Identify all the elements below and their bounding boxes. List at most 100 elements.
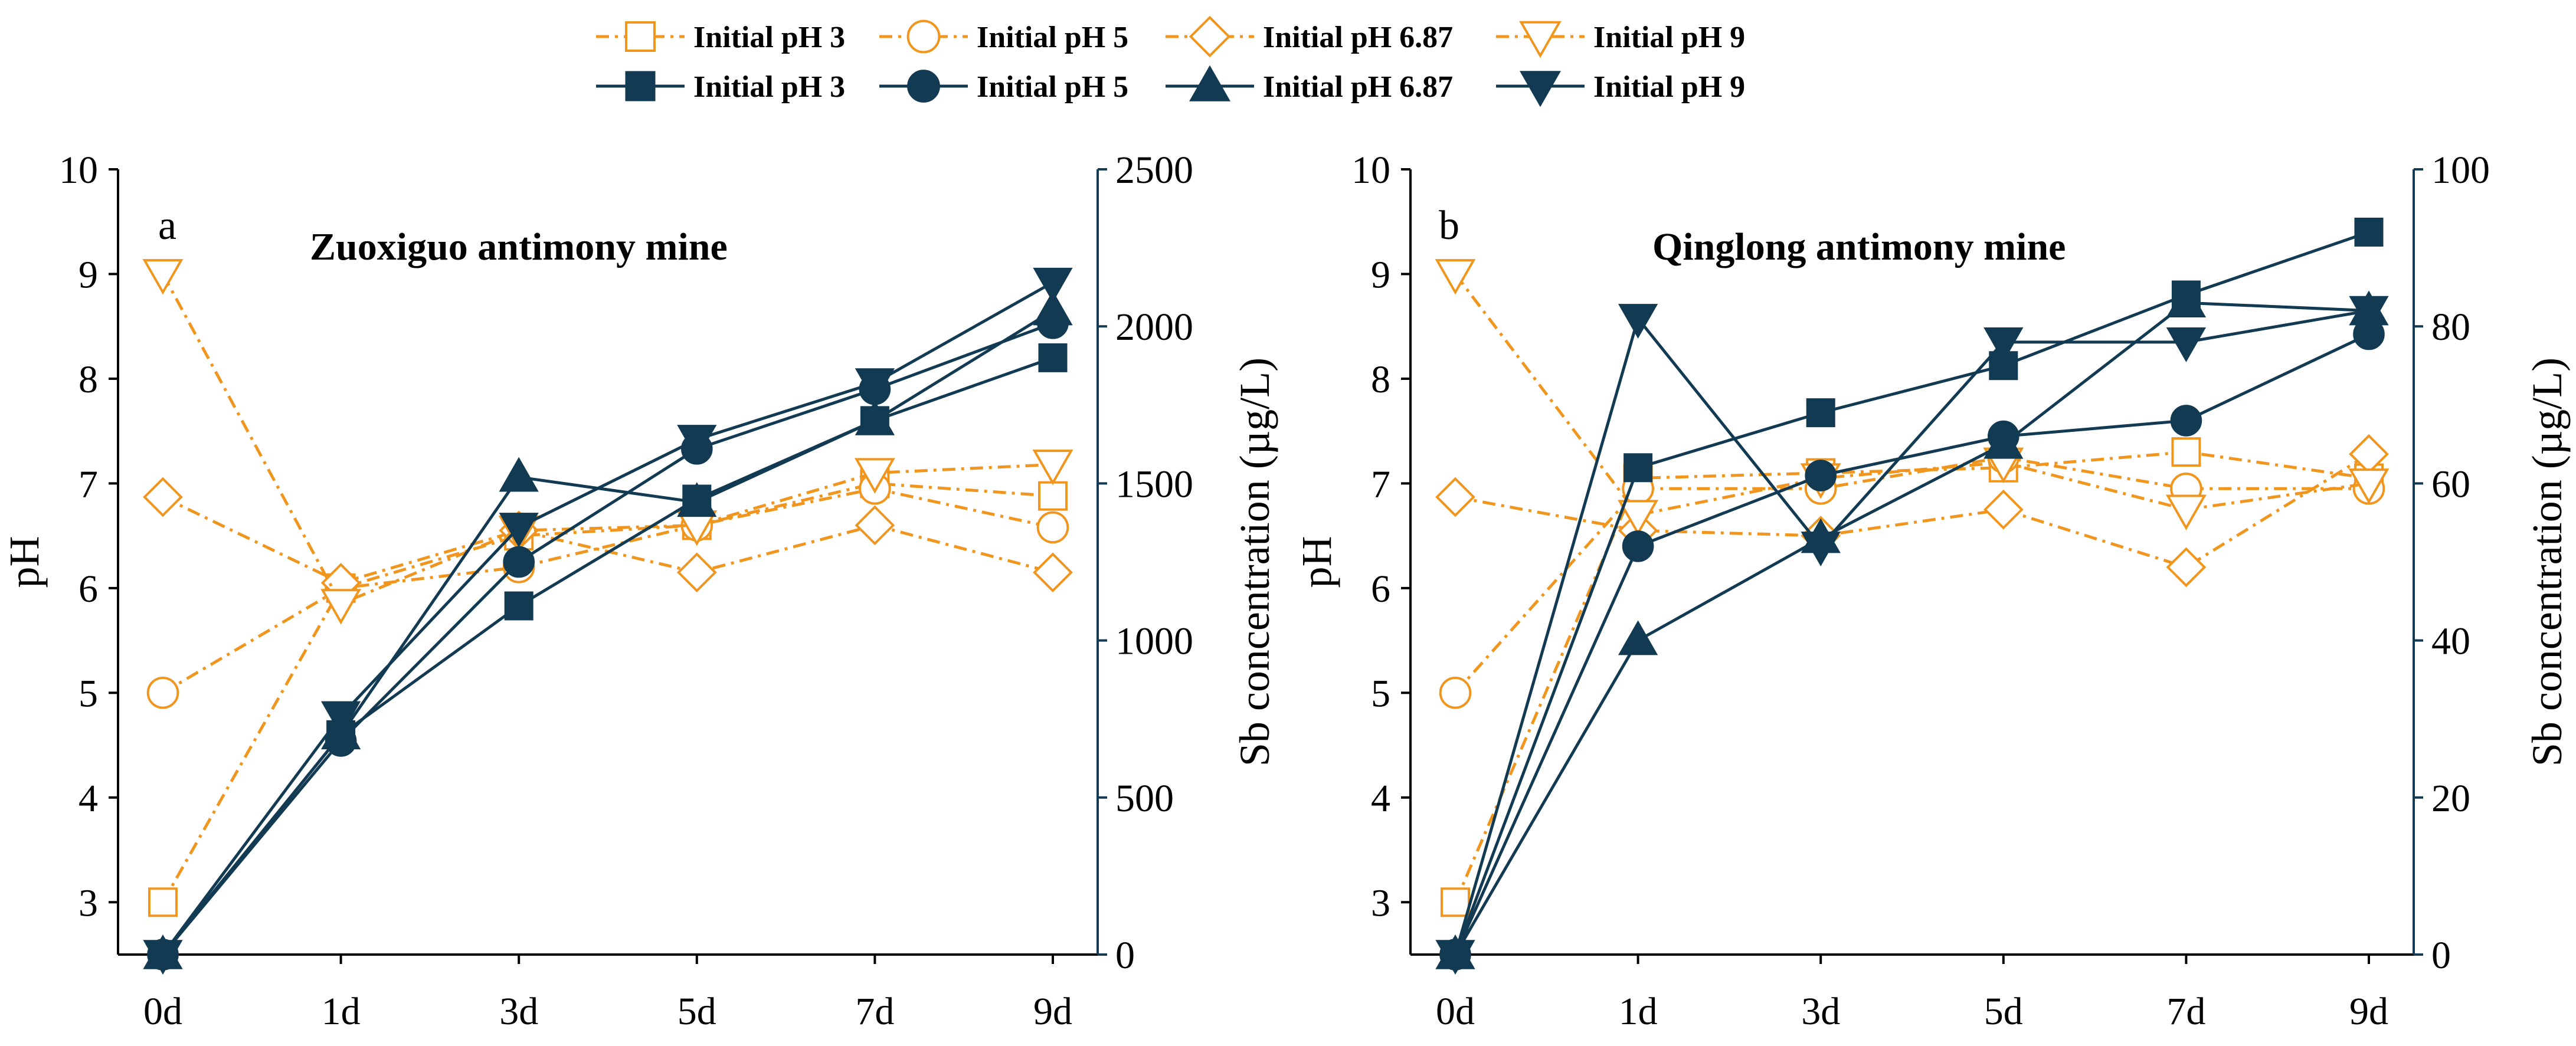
- data-point: [677, 482, 717, 517]
- data-point: [1036, 511, 1069, 544]
- data-point: [1618, 500, 1659, 536]
- series-sb-triangle-down: [143, 267, 1073, 975]
- data-point: [855, 505, 895, 546]
- series-line: [162, 309, 1054, 956]
- data-point: [1806, 398, 1835, 428]
- series-sb-circle: [1439, 318, 2385, 970]
- data-point: [1038, 343, 1068, 372]
- data-point: [1033, 552, 1073, 593]
- data-point: [499, 513, 539, 548]
- data-point: [320, 701, 361, 736]
- y-right-tick-label: 500: [1115, 777, 1174, 820]
- series-line: [1454, 450, 2369, 903]
- y-right-title: Sb concentration (µg/L): [2523, 358, 2571, 766]
- data-point: [2166, 283, 2207, 318]
- series-ph-triangle-down: [1435, 259, 2390, 536]
- y-left-tick-label: 3: [1371, 881, 1390, 924]
- y-left-tick-label: 10: [59, 149, 98, 192]
- series-ph-triangle-down: [142, 259, 1073, 625]
- legend-marker: [1519, 21, 1562, 58]
- legend-label: Initial pH 6.87: [1263, 21, 1453, 54]
- y-left-tick-label: 9: [78, 253, 98, 296]
- y-left-tick-label: 8: [78, 358, 98, 401]
- series-line: [1454, 301, 2369, 956]
- y-right-tick-label: 40: [2431, 620, 2470, 663]
- data-point: [1983, 327, 2024, 362]
- series-line: [162, 487, 1053, 694]
- series-ph-diamond: [1435, 434, 2389, 588]
- series-ph-square: [148, 468, 1068, 917]
- data-point: [1805, 460, 1837, 491]
- data-point: [1435, 259, 1476, 295]
- legend-label: Initial pH 5: [977, 70, 1128, 104]
- y-left-tick-label: 10: [1351, 149, 1390, 192]
- x-tick-label: 0d: [143, 990, 182, 1033]
- data-point: [2171, 437, 2201, 467]
- data-point: [1038, 481, 1068, 511]
- y-left-title: pH: [1293, 536, 1340, 588]
- series-line: [162, 322, 1053, 956]
- data-point: [148, 887, 178, 917]
- y-right-tick-label: 60: [2431, 463, 2470, 506]
- data-point: [676, 552, 717, 593]
- series-line: [1454, 455, 2369, 694]
- data-point: [143, 477, 183, 517]
- data-point: [146, 677, 179, 709]
- data-point: [1033, 290, 1073, 326]
- series-line: [1454, 273, 2369, 517]
- legend-marker: [906, 19, 941, 54]
- series-line: [1454, 333, 2370, 956]
- y-left-tick-label: 4: [1371, 777, 1390, 820]
- legend-marker: [625, 71, 656, 101]
- data-point: [143, 940, 183, 975]
- series-sb-square: [1441, 217, 2384, 969]
- data-point: [2166, 547, 2207, 588]
- data-point: [1618, 620, 1658, 655]
- legend-marker: [625, 21, 656, 52]
- y-right-tick-label: 20: [2431, 777, 2470, 820]
- y-left-tick-label: 8: [1371, 358, 1390, 401]
- data-point: [1439, 677, 1472, 709]
- series-line: [1455, 452, 2370, 569]
- series-line: [161, 281, 1054, 956]
- x-tick-label: 1d: [1619, 990, 1658, 1033]
- y-right-tick-label: 0: [1115, 934, 1135, 977]
- y-left-tick-label: 7: [1371, 463, 1390, 506]
- panel-letter: a: [158, 203, 176, 248]
- y-right-tick-label: 1500: [1115, 463, 1193, 506]
- data-point: [1983, 489, 2024, 530]
- x-tick-label: 7d: [2166, 990, 2205, 1033]
- y-left-tick-label: 5: [1371, 672, 1390, 715]
- series-sb-triangle-down: [1435, 296, 2389, 975]
- data-point: [504, 591, 533, 621]
- x-tick-label: 3d: [499, 990, 538, 1033]
- data-point: [1801, 532, 1841, 566]
- legend-marker: [1520, 71, 1561, 107]
- data-point: [1623, 453, 1653, 483]
- data-point: [1033, 267, 1073, 303]
- series-line: [162, 356, 1053, 956]
- legend: Initial pH 3 Initial pH 5 Initial pH 6.87 I…: [596, 15, 1745, 107]
- y-left-tick-label: 6: [1371, 568, 1390, 611]
- data-point: [320, 589, 362, 625]
- series-line: [1454, 231, 2369, 955]
- data-point: [2165, 494, 2207, 530]
- panel-title: Zuoxiguo antimony mine: [310, 225, 728, 268]
- data-point: [854, 458, 895, 494]
- legend-label: Initial pH 9: [1593, 70, 1745, 104]
- chart-panel-a: 3 4 5 6 7 8 9 10 0 500 1000 1500 2000 2500 0d 1d 3d 5d 7d 9…: [1, 149, 1278, 1033]
- legend-marker: [1189, 15, 1231, 58]
- x-tick-label: 7d: [855, 990, 894, 1033]
- data-point: [855, 400, 895, 435]
- series-sb-triangle-up: [143, 290, 1073, 969]
- y-right-tick-label: 100: [2431, 149, 2490, 192]
- x-tick-label: 0d: [1436, 990, 1475, 1033]
- legend-label: Initial pH 5: [977, 21, 1128, 54]
- series-ph-circle: [146, 472, 1069, 709]
- y-right-tick-label: 2500: [1115, 149, 1193, 192]
- y-right-tick-label: 2000: [1115, 306, 1193, 349]
- series-sb-square: [148, 343, 1068, 969]
